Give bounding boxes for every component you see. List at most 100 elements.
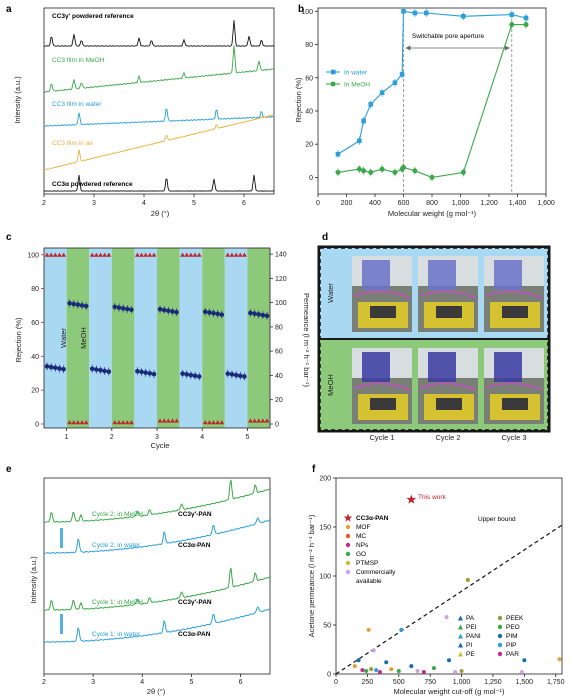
f-xtick-label: 250 (362, 679, 374, 686)
c-rejection-point (264, 418, 270, 423)
panel-d-dashed-border (319, 247, 549, 431)
c-rejection-point (89, 252, 95, 257)
c-rejection-point (151, 252, 157, 257)
f-data-point (431, 666, 436, 671)
c-rejection-point (184, 252, 190, 257)
c-ytick-label: 20 (31, 388, 39, 395)
b-point-water (335, 151, 341, 157)
f-data-point (396, 669, 401, 674)
c-water-region (134, 248, 157, 428)
d-device-screen (502, 306, 528, 318)
f-legend-marker (458, 651, 463, 657)
panel-f-label: f (312, 464, 316, 475)
b-point-water (392, 80, 398, 86)
c-xtick-label: 4 (200, 434, 204, 441)
panel-c-water-label: Water (59, 328, 68, 348)
d-device-screen (370, 398, 396, 410)
c-rejection-point (165, 418, 171, 423)
f-ytick-label: 100 (319, 574, 331, 581)
c-permeance-point (166, 308, 171, 314)
a-trace-meoh (43, 45, 275, 93)
c-permeance-point (106, 369, 112, 374)
c-y2tick-label: 120 (275, 276, 287, 283)
c-permeance-point (233, 372, 239, 378)
f-legend-marker (497, 615, 503, 621)
c-permeance-point (207, 310, 212, 315)
c-permeance-point (44, 364, 50, 369)
c-rejection-point (256, 418, 262, 423)
panel-a-xlabel: 2θ (°) (151, 209, 170, 218)
f-data-point (369, 667, 374, 672)
f-legend-marker (497, 642, 503, 648)
f-data-point (364, 669, 369, 674)
d-vial (362, 352, 390, 382)
panel-c: c 0 20 40 60 80 100 0 20 40 60 80 100 120 140 1 2 3 4 5 Re… (6, 232, 311, 450)
c-water-region (224, 248, 248, 428)
c-permeance-point (225, 371, 231, 376)
c-y2tick-label: 140 (275, 252, 287, 259)
b-arrow-head-right (504, 45, 510, 51)
c-rejection-point (252, 418, 257, 423)
c-rejection-point (44, 252, 50, 257)
f-legend-marker (458, 642, 463, 648)
f-data-point (421, 670, 426, 675)
d-tube (419, 382, 477, 391)
c-permeance-point (180, 371, 185, 376)
c-rejection-point (93, 252, 99, 257)
e-xtick-label: 6 (239, 679, 243, 686)
d-tube (353, 290, 411, 299)
c-rejection-point (83, 420, 89, 425)
panel-e-xlabel: 2θ (°) (147, 687, 166, 696)
b-legend-text: In MeOH (344, 82, 370, 89)
c-meoh-region (157, 248, 180, 428)
f-legend-marker (458, 615, 463, 621)
b-point-water (361, 118, 366, 124)
b-ytick-label: 20 (305, 142, 313, 149)
c-ytick-label: 40 (31, 354, 39, 361)
c-y2tick-label: 100 (275, 300, 287, 307)
f-data-point (352, 664, 357, 669)
f-data-point (384, 660, 389, 665)
e-label-c1-water: Cycle 1: in water (92, 631, 141, 638)
c-rejection-point (237, 252, 243, 257)
d-device-screen (436, 306, 462, 318)
c-permeance-point (75, 302, 81, 307)
b-xtick-label: 1,600 (537, 200, 555, 207)
c-permeance-point (67, 300, 72, 306)
c-ytick-label: 0 (35, 422, 39, 429)
c-xtick-label: 3 (155, 434, 159, 441)
b-point-meoh (335, 169, 341, 175)
f-ytick-label: 50 (323, 623, 331, 630)
panel-f-this-work: This work (418, 494, 447, 501)
c-rejection-point (219, 420, 225, 425)
c-permeance-point (61, 366, 66, 372)
b-xtick-label: 600 (398, 200, 410, 207)
c-y2tick-label: 60 (275, 349, 283, 356)
f-legend-text: PE (466, 651, 475, 658)
f-data-point (519, 670, 524, 675)
c-permeance-point (192, 373, 198, 379)
c-permeance-point (71, 301, 77, 307)
f-data-point (459, 669, 464, 674)
f-data-point (409, 664, 414, 669)
c-ytick-label: 60 (31, 320, 39, 327)
f-legend-text: MOF (356, 524, 370, 531)
e-label-c1-meoh: Cycle 1: in MeOH (92, 599, 143, 606)
c-rejection-point (147, 252, 153, 257)
c-rejection-point (215, 420, 221, 425)
f-data-point (399, 627, 404, 632)
f-this-work-star (406, 494, 417, 504)
c-permeance-point (48, 364, 54, 370)
c-rejection-point (242, 252, 247, 257)
panel-d-col-3: Cycle 3 (501, 433, 526, 442)
c-rejection-point (180, 252, 185, 257)
b-point-meoh (379, 166, 385, 172)
c-permeance-point (129, 307, 134, 313)
panel-d-row-meoh: MeOH (326, 374, 335, 396)
f-xtick-label: 1,750 (547, 679, 565, 686)
f-legend-text: PEI (466, 624, 477, 631)
c-permeance-point (242, 374, 247, 379)
c-rejection-point (98, 252, 103, 257)
f-ytick-label: 150 (319, 525, 331, 532)
